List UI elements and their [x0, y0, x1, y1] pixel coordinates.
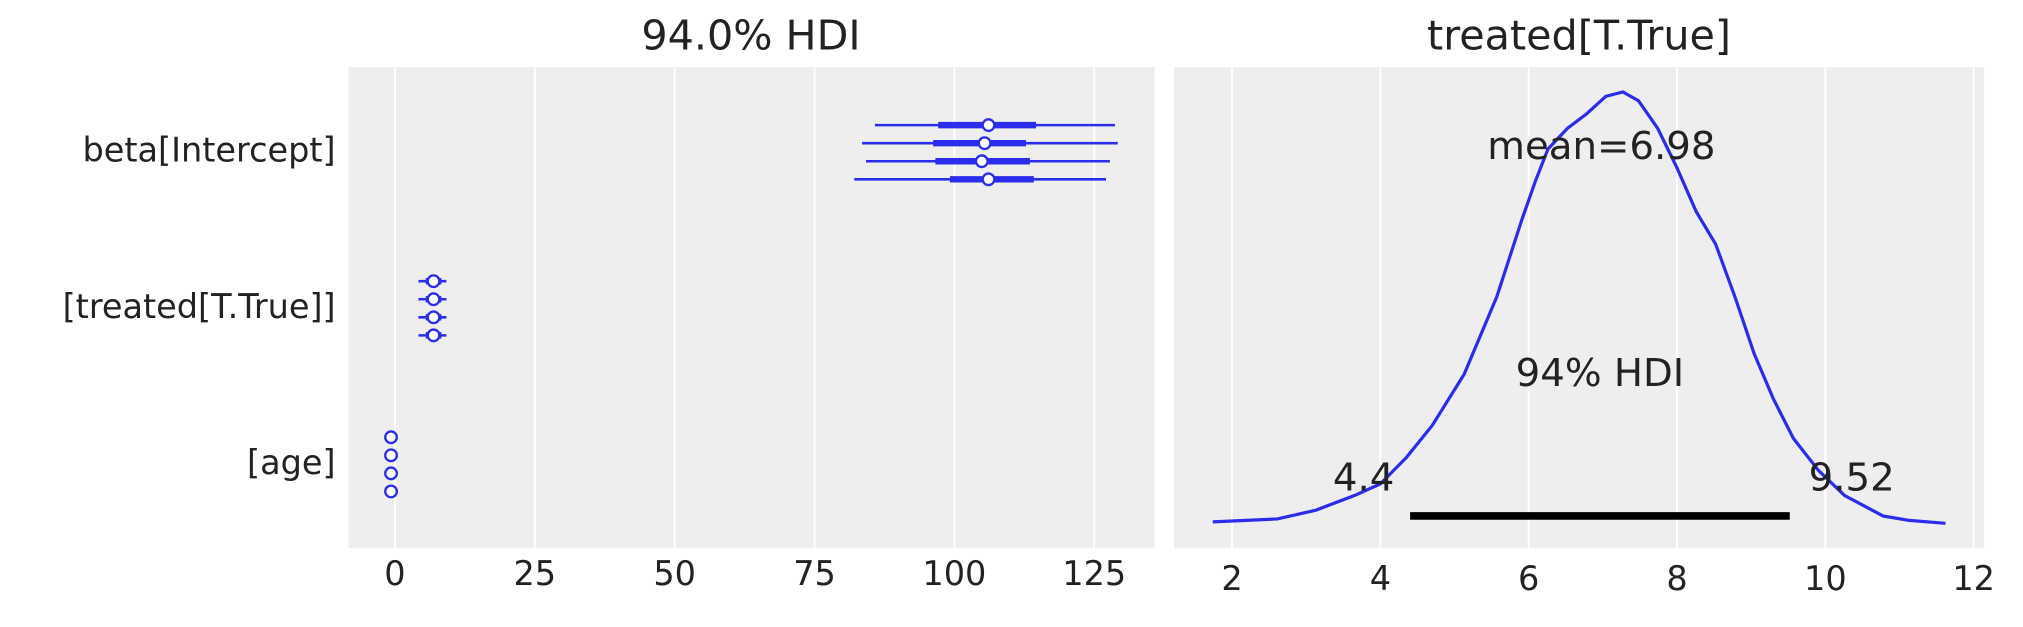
x-tick-label: 10 — [1804, 559, 1847, 598]
median-point — [981, 118, 996, 133]
median-point — [977, 136, 992, 151]
x-tick-label: 8 — [1666, 559, 1687, 598]
density-curve — [1212, 90, 1946, 525]
density-panel — [1174, 67, 1985, 549]
hdi-label: 94% HDI — [1516, 351, 1685, 396]
forest-title: 94.0% HDI — [641, 12, 860, 60]
x-tick-label: 100 — [922, 554, 986, 593]
forest-panel — [348, 67, 1155, 549]
x-tick-label: 25 — [513, 554, 556, 593]
y-tick-label: beta[Intercept] — [82, 131, 335, 170]
mean-label: mean=6.98 — [1487, 124, 1715, 169]
x-tick-label: 50 — [653, 554, 696, 593]
hdi-high-label: 9.52 — [1809, 455, 1895, 500]
x-tick-label: 125 — [1062, 554, 1126, 593]
x-tick-label: 0 — [384, 554, 405, 593]
median-point — [426, 274, 441, 289]
x-tick-label: 75 — [793, 554, 836, 593]
median-point — [384, 466, 398, 481]
hdi-low-label: 4.4 — [1333, 455, 1395, 500]
median-point — [384, 448, 398, 463]
x-tick-label: 4 — [1370, 559, 1391, 598]
median-point — [426, 310, 441, 325]
median-point — [426, 292, 441, 307]
x-tick-label: 6 — [1518, 559, 1539, 598]
density-title: treated[T.True] — [1427, 12, 1731, 60]
y-tick-label: [treated[T.True]] — [63, 287, 336, 326]
median-point — [384, 484, 398, 499]
median-point — [974, 154, 989, 169]
x-tick-label: 12 — [1952, 559, 1995, 598]
median-point — [384, 430, 398, 445]
median-point — [426, 328, 441, 343]
x-tick-label: 2 — [1221, 559, 1242, 598]
median-point — [981, 172, 996, 187]
y-tick-label: [age] — [247, 443, 336, 482]
